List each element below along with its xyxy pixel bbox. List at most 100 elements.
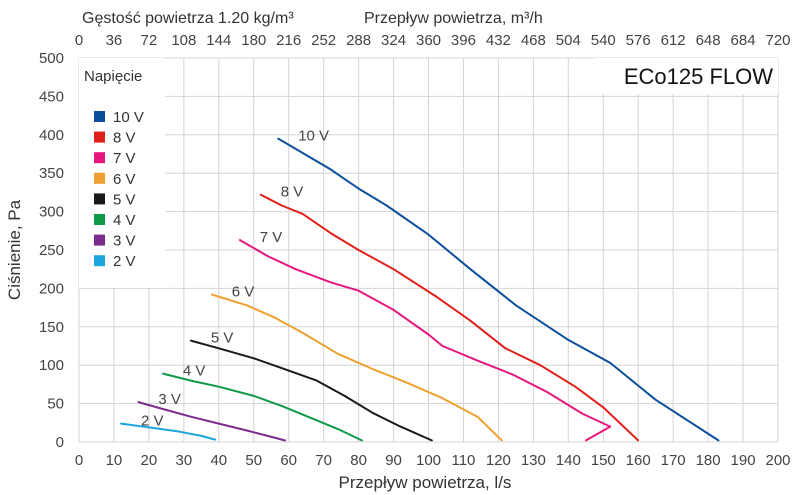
x2-tick-label: 180 [241, 32, 266, 49]
legend-swatch [94, 193, 105, 205]
x2-tick-label: 252 [311, 32, 336, 49]
data-point [511, 373, 514, 376]
data-point [357, 187, 360, 190]
x2-tick-label: 216 [276, 32, 301, 49]
x2-tick-label: 144 [206, 32, 231, 49]
x2-tick-label: 720 [765, 32, 790, 49]
x2-tick-label: 396 [451, 32, 476, 49]
series-labels: 10 V 8 V 7 V 6 V 5 V 4 V3 V 2 V [141, 128, 329, 430]
x2-tick-label: 72 [141, 32, 158, 49]
data-point [120, 422, 122, 425]
data-point [343, 395, 346, 397]
data-point [581, 412, 584, 415]
data-point [329, 232, 332, 235]
x2-tick-label: 468 [521, 32, 546, 49]
data-point [385, 204, 388, 207]
legend-swatch [94, 131, 105, 143]
data-point [308, 416, 311, 419]
x2-tick-label: 540 [591, 32, 616, 49]
data-point [245, 304, 248, 307]
series-line [162, 372, 363, 442]
legend-swatch [94, 152, 105, 164]
y-tick-label: 150 [39, 319, 64, 336]
data-point [214, 438, 217, 441]
data-point [329, 281, 332, 284]
data-point [574, 385, 577, 388]
data-point [217, 347, 220, 350]
data-point [161, 408, 164, 410]
series-label: 5 V [211, 330, 234, 347]
data-point [539, 364, 542, 367]
series-lines [120, 137, 720, 442]
data-point [217, 385, 220, 388]
data-point [361, 439, 363, 442]
legend-label: 10 V [113, 109, 144, 126]
x2-tick-label: 324 [381, 32, 406, 49]
data-point [654, 398, 657, 401]
data-point [266, 434, 269, 437]
y-tick-label: 400 [39, 127, 64, 144]
data-point [280, 204, 283, 207]
data-point [469, 319, 472, 322]
series-line [239, 239, 612, 442]
y-axis-ticks: 0 50 100 150 200 250 300 350 400 450 500 [39, 50, 64, 451]
x-tick-label: 90 [385, 452, 402, 469]
data-point [399, 425, 402, 428]
data-point [301, 332, 304, 334]
data-point [406, 381, 409, 384]
data-point [427, 333, 430, 336]
y-tick-label: 100 [39, 357, 64, 374]
legend-swatch [94, 255, 105, 267]
x2-axis-ticks: 0 36 72 108 144 180 216 252 288 324 360 396 432 468 50… [75, 32, 791, 49]
x2-tick-label: 0 [75, 32, 83, 49]
x2-tick-label: 288 [346, 32, 371, 49]
data-point [252, 357, 255, 360]
legend-label: 7 V [113, 150, 136, 167]
series-label: 6 V [232, 284, 255, 301]
series-label: 8 V [281, 184, 304, 201]
data-point [189, 339, 192, 342]
x-tick-label: 190 [731, 452, 756, 469]
data-point [546, 391, 549, 393]
density-note: Gęstość powietrza 1.20 kg/m³ [82, 10, 294, 27]
data-point [329, 168, 332, 171]
x-tick-label: 60 [280, 452, 297, 469]
x-tick-label: 170 [661, 452, 686, 469]
legend-label: 8 V [113, 130, 136, 147]
data-point [357, 289, 360, 292]
data-point [434, 295, 437, 297]
data-point [717, 439, 720, 442]
x-tick-label: 110 [451, 452, 475, 469]
x2-tick-label: 36 [106, 32, 123, 49]
data-point [287, 369, 290, 372]
data-point [602, 406, 605, 409]
legend-label: 4 V [113, 212, 136, 229]
data-point [476, 359, 479, 362]
data-point [280, 405, 283, 407]
y-tick-label: 300 [39, 204, 64, 221]
data-point [500, 439, 503, 442]
x-tick-label: 50 [245, 452, 262, 469]
grid [78, 57, 779, 443]
legend-swatch [94, 234, 105, 246]
x-tick-label: 30 [176, 452, 193, 469]
x2-tick-label: 504 [556, 32, 581, 49]
data-point [189, 415, 192, 418]
data-point [584, 439, 587, 442]
series-label: 10 V [298, 128, 329, 145]
data-point [217, 422, 220, 425]
legend-label: 6 V [113, 171, 136, 188]
x-tick-label: 200 [765, 452, 790, 469]
x-tick-label: 80 [350, 452, 367, 469]
data-point [148, 426, 150, 429]
data-point [200, 434, 203, 437]
data-point [294, 268, 297, 271]
legend-swatch [94, 172, 105, 184]
data-point [277, 137, 280, 140]
data-point [189, 379, 192, 382]
x-axis-title: Przepływ powietrza, l/s [339, 473, 512, 492]
product-title-box [594, 58, 778, 94]
y-tick-label: 200 [39, 280, 64, 297]
data-point [161, 372, 164, 375]
